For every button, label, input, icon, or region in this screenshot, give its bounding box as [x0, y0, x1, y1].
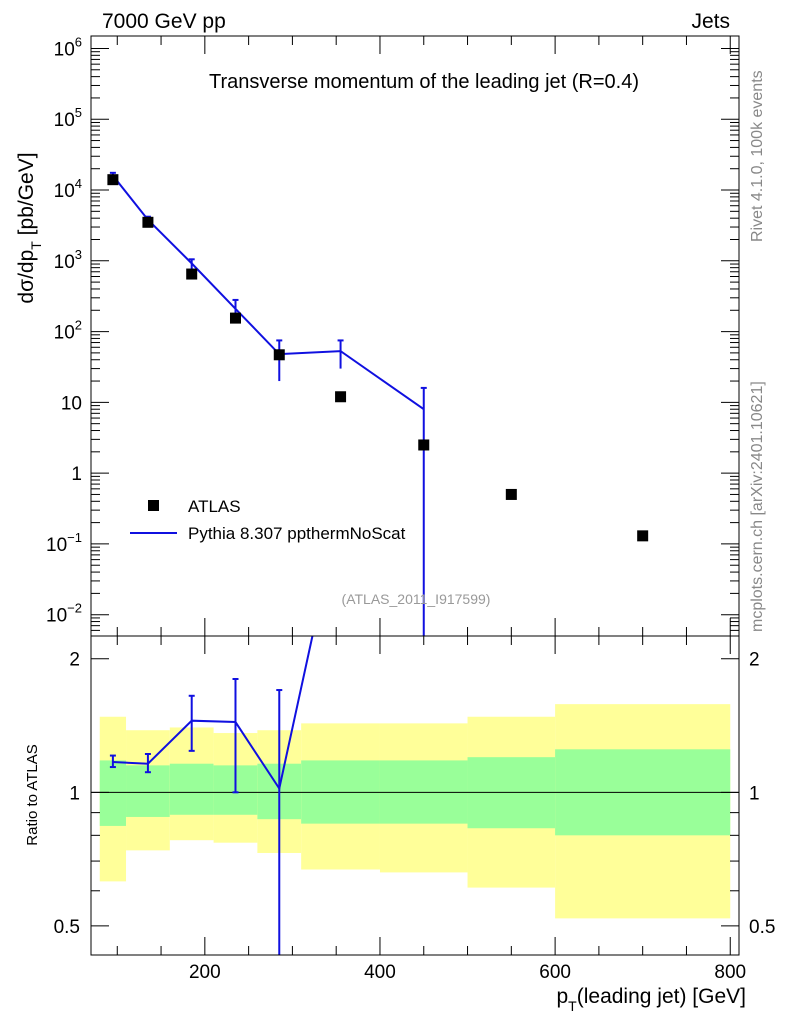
y-tick-label: 102 — [54, 318, 82, 344]
main-frame — [91, 36, 739, 636]
header-process-label: Jets — [691, 10, 730, 33]
mc-series — [110, 173, 427, 686]
source-label: mcplots.cern.ch [arXiv:2401.10621] — [749, 381, 766, 632]
ratio-y-tick-label-right: 1 — [749, 783, 760, 804]
ratio-ylabel: Ratio to ATLAS — [24, 744, 41, 845]
x-tick-label: 600 — [539, 962, 571, 983]
ratio-uncertainty-bands — [100, 704, 730, 918]
data-point — [637, 530, 648, 541]
ratio-y-tick-label-right: 2 — [749, 650, 760, 671]
data-point — [418, 439, 429, 450]
data-point — [186, 269, 197, 280]
svg-text:pT(leading jet) [GeV]: pT(leading jet) [GeV] — [556, 985, 746, 1014]
y-tick-label: 10−2 — [46, 601, 82, 627]
ratio-y-tick-label-left: 2 — [69, 650, 80, 671]
ratio-y-tick-label-right: 0.5 — [749, 917, 775, 938]
data-point — [506, 489, 517, 500]
x-tick-label: 800 — [714, 962, 746, 983]
data-point — [335, 391, 346, 402]
y-tick-label: 105 — [54, 105, 82, 131]
y-tick-label: 103 — [54, 247, 82, 273]
header-energy-label: 7000 GeV pp — [102, 10, 226, 33]
ratio-y-tick-label-left: 1 — [69, 783, 80, 804]
ratio-panel: 0.5 0.5 1 1 2 2 200 400 600 800 Ratio to ATLAS — [24, 507, 775, 983]
legend-label-pythia: Pythia 8.307 ppthermNoScat — [188, 524, 406, 543]
svg-text:dσ/dpT [pb/GeV]: dσ/dpT [pb/GeV] — [15, 152, 44, 303]
data-point — [142, 217, 153, 228]
y-tick-label: 106 — [54, 34, 82, 60]
x-axis-label: pT(leading jet) [GeV] — [556, 985, 746, 1014]
band-inner — [170, 764, 214, 815]
y-tick-label: 1 — [71, 464, 82, 485]
analysis-label: (ATLAS_2011_I917599) — [342, 591, 491, 607]
ratio-y-tick-label-left: 0.5 — [54, 917, 80, 938]
data-point — [107, 174, 118, 185]
y-tick-label: 10−1 — [46, 530, 82, 556]
chart-title: Transverse momentum of the leading jet (… — [209, 71, 639, 93]
data-point — [230, 313, 241, 324]
data-point — [274, 349, 285, 360]
plot-canvas: 7000 GeV pp Jets Rivet 4.1.0, 100k event… — [0, 0, 786, 1024]
mc-line — [113, 176, 424, 410]
band-inner — [100, 760, 126, 826]
y-tick-label: 10 — [61, 393, 82, 414]
main-ylabel: dσ/dpT [pb/GeV] — [15, 152, 44, 303]
data-series — [107, 174, 648, 541]
x-tick-label: 400 — [364, 962, 396, 983]
y-tick-label: 104 — [54, 176, 82, 202]
legend: ATLAS Pythia 8.307 ppthermNoScat — [130, 497, 406, 543]
legend-marker-atlas — [148, 500, 159, 511]
rivet-version-label: Rivet 4.1.0, 100k events — [749, 70, 766, 242]
x-tick-label: 200 — [189, 962, 221, 983]
legend-label-atlas: ATLAS — [188, 497, 241, 516]
